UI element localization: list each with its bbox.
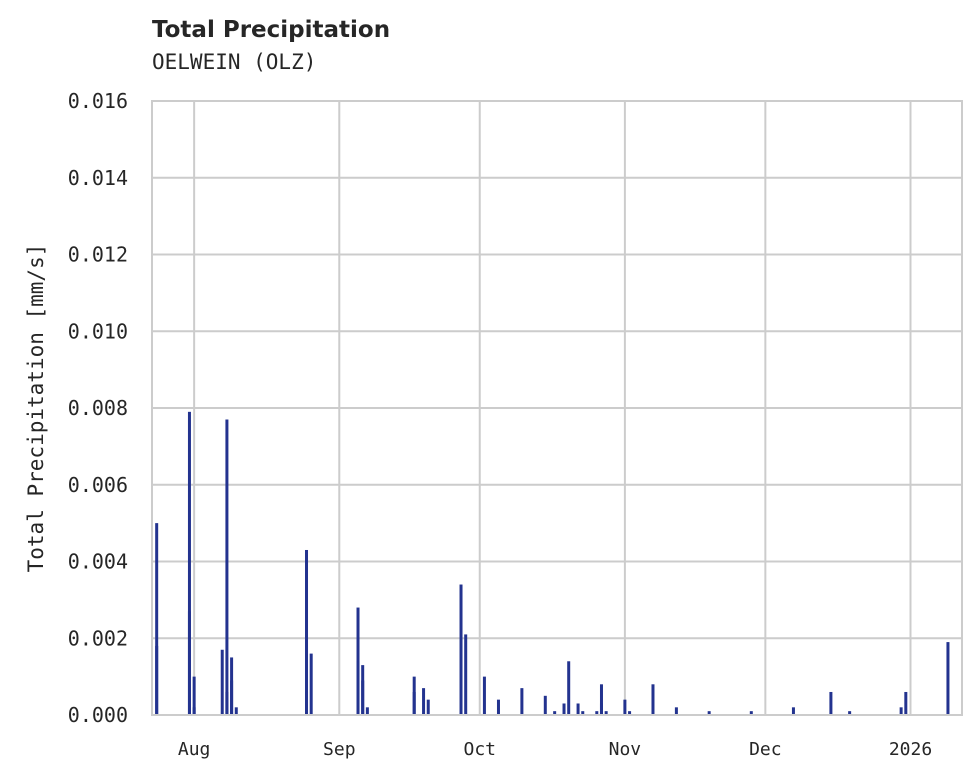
y-tick-label: 0.004 (68, 550, 128, 574)
precip-bar (422, 688, 426, 715)
precip-bar (553, 711, 557, 715)
precip-bar (904, 691, 908, 715)
precip-bar (576, 703, 580, 715)
precip-bar (604, 711, 608, 715)
precip-bar (192, 707, 196, 715)
y-tick-label: 0.000 (68, 703, 128, 727)
precip-bar (595, 711, 599, 715)
grid-lines (152, 100, 962, 716)
precip-bar (459, 584, 463, 715)
precip-bar (651, 684, 655, 715)
precip-bar (220, 649, 224, 715)
x-tick-label: Sep (323, 739, 356, 760)
precip-bar (628, 711, 632, 715)
precip-bar (946, 642, 950, 715)
precip-bar (581, 711, 585, 715)
precip-bar (426, 699, 430, 715)
x-tick-label: 2026 (889, 739, 932, 760)
y-tick-label: 0.008 (68, 396, 128, 420)
precip-bar (599, 684, 603, 715)
x-tick-label: Dec (749, 739, 782, 760)
precip-bar (482, 676, 486, 715)
y-tick-label: 0.002 (68, 626, 128, 650)
plot-frame (151, 100, 963, 716)
y-tick-label: 0.012 (68, 243, 128, 267)
precip-bar (599, 703, 603, 715)
precip-bar (829, 691, 833, 715)
x-tick-label: Aug (178, 739, 211, 760)
precip-bar (305, 549, 309, 715)
precip-bar (309, 653, 313, 715)
precip-bar (230, 680, 234, 715)
precipitation-bars (155, 411, 950, 715)
precip-bar (356, 661, 360, 715)
y-tick-label: 0.010 (68, 319, 128, 343)
precip-bar (520, 688, 524, 715)
precip-bar (225, 419, 229, 715)
precip-bar (464, 634, 468, 715)
chart-subtitle: OELWEIN (OLZ) (152, 50, 317, 74)
chart-title: Total Precipitation (152, 17, 391, 43)
precip-bar (623, 699, 627, 715)
y-axis-ticks: 0.000 0.002 0.004 0.006 0.008 0.010 0.012 0.014… (68, 89, 128, 727)
precip-bar (674, 707, 678, 715)
precip-bar (749, 711, 753, 715)
precip-bar (305, 691, 309, 715)
y-tick-label: 0.016 (68, 89, 128, 113)
precip-bar (225, 691, 229, 715)
precip-bar (562, 703, 566, 715)
precip-bar (791, 707, 795, 715)
precip-bar (187, 411, 191, 715)
precip-bar (412, 676, 416, 715)
x-tick-label: Nov (609, 739, 642, 760)
y-tick-label: 0.014 (68, 166, 128, 190)
precip-bar (187, 611, 191, 715)
precip-bar (848, 711, 852, 715)
precip-bar (496, 699, 500, 715)
precip-bar (234, 707, 238, 715)
precip-bar (567, 661, 571, 715)
precip-bar (361, 665, 365, 715)
precip-bar (707, 711, 711, 715)
precip-bar (192, 676, 196, 715)
precip-bar (365, 707, 369, 715)
precip-bar (155, 523, 159, 715)
precip-bar (543, 695, 547, 715)
y-tick-label: 0.006 (68, 473, 128, 497)
x-tick-label: Oct (463, 739, 496, 760)
x-axis-ticks: Aug Sep Oct Nov Dec 2026 (178, 739, 932, 760)
precip-bar (899, 707, 903, 715)
